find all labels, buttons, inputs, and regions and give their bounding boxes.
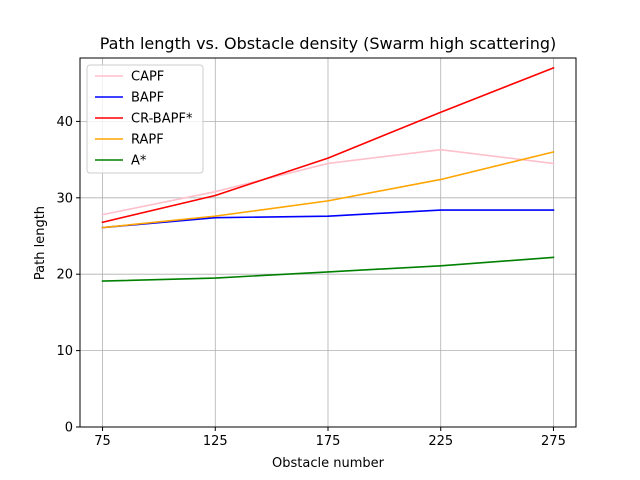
legend-label: BAPF	[131, 91, 164, 106]
legend: CAPF BAPF CR-BAPF* RAPF A*	[86, 64, 204, 174]
y-tick-label: 40	[56, 115, 73, 130]
series-line-cr-bapf	[101, 66, 555, 224]
y-tick-label: 0	[65, 421, 73, 436]
legend-label: RAPF	[131, 133, 164, 148]
x-tick-label: 75	[94, 434, 111, 449]
x-tick-label: 175	[316, 434, 341, 449]
legend-label: A*	[131, 154, 147, 169]
series-line-rapf	[101, 151, 555, 229]
y-tick-label: 20	[56, 268, 73, 283]
y-axis-label: Path length	[33, 206, 48, 280]
legend-label: CAPF	[131, 70, 164, 85]
y-tick-label: 30	[56, 191, 73, 206]
legend-box	[86, 64, 204, 174]
x-axis-label: Obstacle number	[272, 456, 385, 471]
y-axis-ticks: 0 10 20 30 40	[56, 115, 80, 436]
x-tick-label: 225	[428, 434, 453, 449]
series-line-bapf	[101, 209, 555, 229]
legend-label: CR-BAPF*	[131, 112, 193, 127]
series-lines	[101, 66, 555, 282]
x-tick-label: 275	[541, 434, 566, 449]
series-line-a	[101, 256, 555, 282]
x-tick-label: 125	[203, 434, 228, 449]
series-line-capf	[101, 148, 555, 216]
chart-title: Path length vs. Obstacle density (Swarm …	[100, 34, 557, 53]
x-axis-ticks: 75 125 175 225 275	[94, 427, 566, 449]
y-tick-label: 10	[56, 344, 73, 359]
